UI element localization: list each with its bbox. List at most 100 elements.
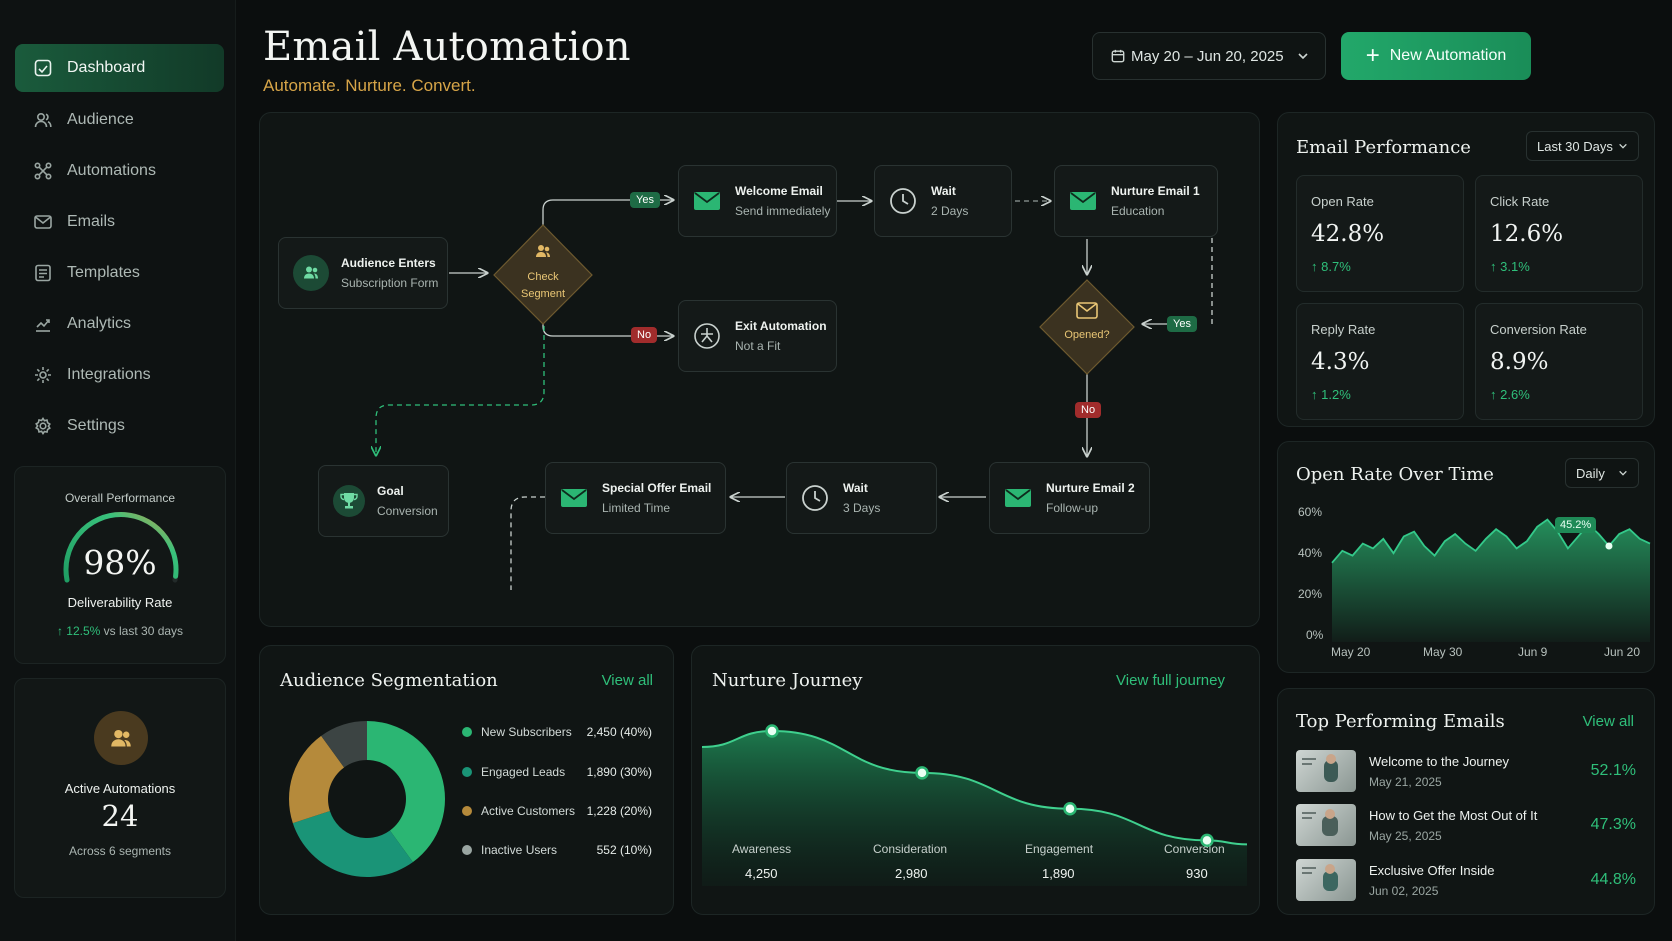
calendar-icon: [1111, 49, 1125, 63]
donut-slice: [321, 721, 367, 768]
donut-slice: [292, 811, 413, 877]
sidebar-item-label: Emails: [67, 213, 116, 230]
metric-delta-value: 3.1%: [1500, 259, 1530, 274]
top-email-row[interactable]: How to Get the Most Out of It May 25, 20…: [1296, 804, 1636, 848]
email-rate: 52.1%: [1590, 762, 1636, 779]
sidebar-item-label: Dashboard: [67, 59, 146, 76]
metric-delta: ↑ 8.7%: [1311, 259, 1351, 274]
node-exit-automation[interactable]: Exit Automation Not a Fit: [678, 300, 837, 372]
node-wait-2-days[interactable]: Wait 2 Days: [874, 165, 1012, 237]
sidebar-item-templates[interactable]: Templates: [15, 249, 224, 297]
active-automations-card: Active Automations 24 Across 6 segments: [14, 678, 226, 898]
sidebar-item-automations[interactable]: Automations: [15, 147, 224, 195]
users-icon: [94, 711, 148, 765]
metric-click-rate: Click Rate 12.6% ↑ 3.1%: [1475, 175, 1643, 292]
check-segment-line2: Segment: [520, 288, 566, 300]
new-automation-button[interactable]: + New Automation: [1341, 32, 1531, 80]
chevron-down-icon: [1619, 143, 1627, 149]
legend-name: Active Customers: [481, 804, 576, 818]
top-email-row[interactable]: Exclusive Offer Inside Jun 02, 2025 44.8…: [1296, 859, 1636, 903]
journey-area: [702, 731, 1247, 886]
node-title: Exit Automation: [735, 319, 827, 333]
clock-icon: [890, 188, 916, 214]
users-icon: [293, 255, 329, 291]
node-wait-3-days[interactable]: Wait 3 Days: [786, 462, 937, 534]
legend-value: 1,228 (20%): [586, 804, 652, 818]
active-automations-sub: Across 6 segments: [68, 844, 172, 858]
metric-delta-value: 8.7%: [1321, 259, 1351, 274]
sidebar-item-dashboard[interactable]: Dashboard: [15, 44, 224, 92]
legend-value: 2,450 (40%): [586, 725, 652, 739]
nurture-journey-panel: Nurture Journey View full journey Awaren…: [691, 645, 1260, 915]
mail-icon: [694, 192, 720, 210]
sidebar-item-integrations[interactable]: Integrations: [15, 351, 224, 399]
plus-icon: +: [1365, 42, 1380, 69]
check-segment-node[interactable]: Check Segment: [503, 269, 583, 303]
email-performance-panel: Email Performance Last 30 Days Open Rate…: [1277, 112, 1655, 427]
metric-value: 12.6%: [1490, 221, 1564, 247]
email-title: Exclusive Offer Inside: [1369, 863, 1495, 878]
deliverability-delta: 12.5%: [66, 624, 101, 638]
stage-name: Engagement: [1025, 842, 1094, 856]
segmentation-view-all-link[interactable]: View all: [601, 672, 653, 689]
sidebar-item-label: Settings: [67, 417, 125, 434]
yes-tag: Yes: [630, 192, 660, 208]
performance-range-select[interactable]: Last 30 Days: [1526, 131, 1639, 161]
active-automations-title: Active Automations: [64, 781, 176, 796]
node-nurture-email-2[interactable]: Nurture Email 2 Follow-up: [989, 462, 1150, 534]
node-title: Nurture Email 2: [1046, 481, 1135, 495]
donut-slice: [367, 721, 445, 863]
interval-value: Daily: [1576, 465, 1605, 481]
sidebar-item-emails[interactable]: Emails: [15, 198, 224, 246]
email-date: May 25, 2025: [1369, 829, 1442, 843]
journey-point: [915, 766, 929, 780]
legend-new-subscribers: New Subscribers 2,450 (40%): [462, 725, 652, 739]
deliverability-delta-row: ↑ 12.5% vs last 30 days: [15, 624, 225, 638]
node-audience-enters[interactable]: Audience Enters Subscription Form: [278, 237, 448, 309]
sidebar-item-label: Analytics: [67, 315, 132, 332]
node-title: Nurture Email 1: [1111, 184, 1200, 198]
node-goal[interactable]: Goal Conversion: [318, 465, 449, 537]
x-tick: Jun 20: [1604, 645, 1641, 659]
chevron-down-icon: [1619, 470, 1627, 476]
top-emails-view-all-link[interactable]: View all: [1582, 713, 1634, 730]
stage-name: Consideration: [873, 842, 948, 856]
metric-delta: ↑ 3.1%: [1490, 259, 1530, 274]
stage-value: 1,890: [1042, 866, 1075, 881]
mail-icon: [1005, 489, 1031, 507]
interval-select[interactable]: Daily: [1565, 458, 1639, 488]
audience-segmentation-panel: Audience Segmentation View all: [259, 645, 674, 915]
date-range-picker[interactable]: May 20 – Jun 20, 2025: [1092, 32, 1326, 80]
check-segment-line1: Check: [527, 271, 559, 283]
sidebar-item-analytics[interactable]: Analytics: [15, 300, 224, 348]
arrow-up-icon: ↑: [56, 624, 63, 638]
email-thumbnail: [1296, 804, 1356, 846]
open-rate-line: [1331, 518, 1651, 564]
legend-inactive-users: Inactive Users 552 (10%): [462, 843, 652, 857]
journey-view-full-link[interactable]: View full journey: [1116, 672, 1225, 689]
template-icon: [35, 264, 51, 282]
metric-reply-rate: Reply Rate 4.3% ↑ 1.2%: [1296, 303, 1464, 420]
node-sub: Not a Fit: [735, 339, 781, 353]
automations-icon: [34, 162, 52, 180]
legend-active-customers: Active Customers 1,228 (20%): [462, 804, 652, 818]
deliverability-gauge: [63, 512, 179, 583]
sidebar-item-audience[interactable]: Audience: [15, 96, 224, 144]
metric-value: 42.8%: [1311, 221, 1385, 247]
sidebar-item-settings[interactable]: Settings: [15, 402, 224, 450]
journey-point: [1063, 801, 1077, 816]
node-nurture-email-1[interactable]: Nurture Email 1 Education: [1054, 165, 1218, 237]
open-rate-title: Open Rate Over Time: [1296, 464, 1494, 485]
top-email-row[interactable]: Welcome to the Journey May 21, 2025 52.1…: [1296, 750, 1636, 794]
highlight-tooltip: 45.2%: [1555, 517, 1597, 533]
node-title: Goal: [377, 484, 404, 498]
opened-node[interactable]: Opened?: [1064, 329, 1110, 341]
node-welcome-email[interactable]: Welcome Email Send immediately: [678, 165, 837, 237]
node-title: Audience Enters: [341, 256, 436, 270]
node-special-offer-email[interactable]: Special Offer Email Limited Time: [545, 462, 726, 534]
yes-tag: Yes: [1167, 316, 1197, 332]
mail-icon: [1070, 192, 1096, 210]
legend-name: New Subscribers: [481, 725, 572, 739]
overall-performance-card: Overall Performance 98% Deliverability R…: [14, 466, 226, 664]
node-sub: 3 Days: [843, 501, 881, 515]
